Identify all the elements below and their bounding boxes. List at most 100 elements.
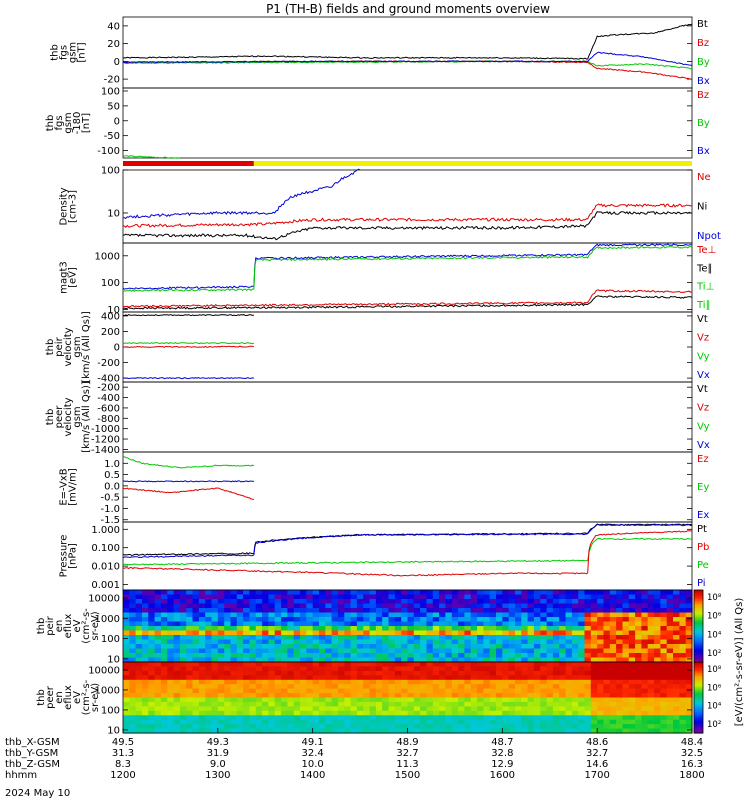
- spectrogram-cell: [502, 688, 510, 694]
- spectrogram-cell: [470, 639, 478, 645]
- spectrogram-cell: [641, 608, 649, 614]
- spectrogram-cell: [413, 670, 421, 676]
- spectrogram-cell: [445, 662, 453, 667]
- spectrogram-cell: [186, 630, 194, 636]
- spectrogram-cell: [502, 679, 510, 685]
- spectrogram-cell: [590, 710, 598, 716]
- spectrogram-cell: [230, 728, 238, 734]
- spectrogram-cell: [217, 675, 225, 681]
- spectrogram-cell: [571, 639, 579, 645]
- spectrogram-cell: [148, 701, 156, 707]
- spectrogram-cell: [369, 608, 377, 614]
- spectrogram-cell: [205, 626, 213, 632]
- spectrogram-cell: [496, 603, 503, 609]
- spectrogram-cell: [565, 621, 573, 627]
- spectrogram-cell: [445, 644, 453, 650]
- spectrogram-cell: [609, 648, 617, 654]
- spectrogram-cell: [154, 626, 162, 632]
- spectrogram-cell: [470, 617, 478, 623]
- spectrogram-cell: [533, 621, 541, 627]
- y-tick-label: 100: [101, 278, 120, 289]
- spectrogram-cell: [660, 662, 668, 667]
- spectrogram-cell: [249, 728, 257, 734]
- spectrogram-cell: [123, 608, 130, 614]
- spectrogram-cell: [230, 724, 238, 730]
- spectrogram-cell: [679, 724, 687, 730]
- spectrogram-cell: [451, 630, 459, 636]
- spectrogram-cell: [160, 648, 168, 654]
- spectrogram-cell: [559, 599, 567, 605]
- spectrogram-cell: [496, 706, 503, 712]
- spectrogram-cell: [300, 706, 307, 712]
- spectrogram-cell: [160, 728, 168, 734]
- spectrogram-cell: [489, 724, 497, 730]
- spectrogram-cell: [173, 603, 181, 609]
- spectrogram-cell: [135, 603, 143, 609]
- spectrogram-cell: [306, 590, 314, 596]
- spectrogram-cell: [262, 657, 269, 663]
- spectrogram-cell: [205, 662, 213, 667]
- spectrogram-cell: [382, 608, 390, 614]
- spectrogram-cell: [350, 706, 358, 712]
- spectrogram-cell: [597, 657, 605, 663]
- spectrogram-cell: [142, 653, 149, 659]
- spectrogram-cell: [192, 679, 200, 685]
- spectrogram-cell: [331, 635, 339, 641]
- spectrogram-cell: [654, 719, 661, 725]
- colorbar-cell: [694, 624, 703, 627]
- spectrogram-cell: [483, 706, 491, 712]
- spectrogram-cell: [540, 688, 548, 694]
- spectrogram-cell: [312, 644, 320, 650]
- spectrogram-cell: [325, 728, 333, 734]
- spectrogram-cell: [439, 635, 446, 641]
- spectrogram-cell: [142, 621, 149, 627]
- spectrogram-cell: [477, 706, 484, 712]
- spectrogram-cell: [325, 675, 333, 681]
- spectrogram-cell: [508, 599, 516, 605]
- spectrogram-cell: [502, 693, 510, 699]
- spectrogram-cell: [287, 626, 295, 632]
- spectrogram-cell: [609, 697, 617, 703]
- spectrogram-cell: [432, 728, 440, 734]
- spectrogram-cell: [451, 608, 459, 614]
- spectrogram-cell: [224, 648, 232, 654]
- spectrogram-cell: [407, 617, 415, 623]
- spectrogram-cell: [249, 719, 257, 725]
- spectrogram-cell: [198, 657, 206, 663]
- spectrogram-cell: [388, 693, 396, 699]
- spectrogram-cell: [496, 639, 503, 645]
- spectrogram-cell: [432, 594, 440, 600]
- spectrogram-cell: [559, 701, 567, 707]
- spectrogram-cell: [489, 630, 497, 636]
- spectrogram-cell: [622, 688, 630, 694]
- spectrogram-cell: [647, 728, 655, 734]
- spectrogram-cell: [673, 679, 680, 685]
- spectrogram-cell: [515, 657, 522, 663]
- y-axis-title-line: [km/s (All Qs)]: [81, 381, 92, 453]
- spectrogram-cell: [685, 621, 693, 627]
- spectrogram-cell: [590, 639, 598, 645]
- spectrogram-cell: [559, 675, 567, 681]
- spectrogram-cell: [622, 644, 630, 650]
- spectrogram-cell: [470, 684, 478, 690]
- spectrogram-cell: [515, 599, 522, 605]
- spectrogram-cell: [666, 662, 674, 667]
- spectrogram-cell: [179, 724, 187, 730]
- spectrogram-cell: [477, 639, 484, 645]
- y-tick-label: 10: [107, 725, 120, 736]
- spectrogram-cell: [394, 599, 402, 605]
- spectrogram-cell: [552, 590, 560, 596]
- spectrogram-cell: [287, 657, 295, 663]
- spectrogram-cell: [458, 693, 465, 699]
- spectrogram-cell: [502, 715, 510, 721]
- y-axis-title-line: eflux: [63, 614, 74, 639]
- spectrogram-cell: [496, 715, 503, 721]
- spectrogram-cell: [382, 612, 390, 618]
- spectrogram-cell: [489, 693, 497, 699]
- spectrogram-cell: [338, 590, 345, 596]
- spectrogram-cell: [578, 630, 586, 636]
- spectrogram-cell: [540, 719, 548, 725]
- spectrogram-cell: [375, 670, 383, 676]
- spectrogram-cell: [464, 612, 472, 618]
- colorbar-units-label: [eV/(cm²-s-sr-eV)] (All Qs): [734, 598, 745, 727]
